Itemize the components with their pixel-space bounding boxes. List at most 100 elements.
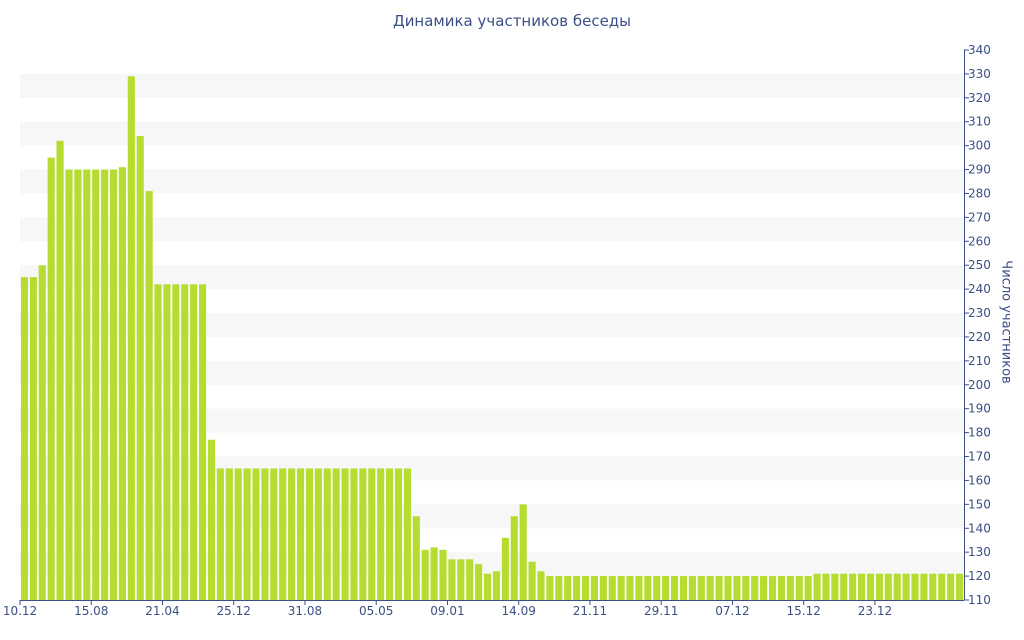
- bar: [154, 284, 162, 600]
- grid-band: [20, 169, 964, 194]
- y-tick-label: 310: [968, 115, 991, 129]
- bar: [475, 564, 483, 600]
- bar: [929, 573, 937, 600]
- bar: [510, 516, 518, 600]
- bar: [849, 573, 857, 600]
- x-tick-label: 09.01: [430, 604, 464, 618]
- bar: [822, 573, 830, 600]
- bar: [955, 573, 964, 600]
- bar: [83, 169, 91, 600]
- bar: [270, 468, 278, 600]
- bar: [199, 284, 207, 600]
- bar: [599, 576, 607, 600]
- bar: [296, 468, 305, 600]
- bar: [243, 468, 251, 600]
- bar: [626, 576, 634, 600]
- bar: [403, 468, 411, 600]
- bar: [386, 468, 394, 600]
- bar: [29, 277, 37, 600]
- bar: [706, 576, 714, 600]
- bar: [768, 576, 777, 600]
- bar: [457, 559, 465, 600]
- bar: [813, 573, 821, 600]
- bar: [56, 140, 64, 600]
- bar: [840, 573, 848, 600]
- bar: [323, 468, 331, 600]
- bar: [483, 573, 492, 600]
- bar: [65, 169, 73, 600]
- bar: [448, 559, 456, 600]
- bar: [350, 468, 358, 600]
- x-tick-label: 31.08: [288, 604, 322, 618]
- y-tick-label: 280: [968, 186, 991, 200]
- bar: [181, 284, 189, 600]
- bar: [332, 468, 340, 600]
- bar: [715, 576, 723, 600]
- grid-band: [20, 265, 964, 290]
- bar: [893, 573, 901, 600]
- x-tick-label: 15.12: [787, 604, 821, 618]
- bar: [742, 576, 750, 600]
- bar: [136, 136, 144, 600]
- grid-band: [20, 73, 964, 98]
- bar: [866, 573, 875, 600]
- axes: 110 120 130 140 150 160 170 180 190 200 210 220 230 2…: [3, 43, 991, 618]
- y-tick-label: 290: [968, 163, 991, 177]
- bar: [47, 157, 55, 600]
- bar: [430, 547, 438, 600]
- bar: [786, 576, 794, 600]
- bar: [920, 573, 928, 600]
- bar: [492, 571, 501, 600]
- x-tick-label: 05.05: [359, 604, 393, 618]
- y-tick-label: 340: [968, 43, 991, 57]
- bar: [653, 576, 661, 600]
- bar: [341, 468, 349, 600]
- bar: [234, 468, 242, 600]
- y-tick-label: 200: [968, 378, 991, 392]
- grid-band: [20, 217, 964, 242]
- bar: [947, 573, 955, 600]
- bar: [172, 284, 180, 600]
- y-tick-label: 270: [968, 210, 991, 224]
- bar: [733, 576, 741, 600]
- bar: [573, 576, 581, 600]
- bar: [564, 576, 572, 600]
- y-tick-label: 320: [968, 91, 991, 105]
- x-tick-label: 23.12: [858, 604, 892, 618]
- bar: [831, 573, 839, 600]
- bar: [305, 468, 313, 600]
- bar: [777, 576, 785, 600]
- y-tick-label: 180: [968, 426, 991, 440]
- bar: [902, 573, 910, 600]
- bar: [858, 573, 866, 600]
- x-tick-label: 25.12: [217, 604, 251, 618]
- bar: [671, 576, 679, 600]
- y-tick-label: 300: [968, 139, 991, 153]
- bar: [581, 576, 590, 600]
- bar: [608, 576, 616, 600]
- bar: [804, 576, 812, 600]
- bar: [875, 573, 883, 600]
- y-tick-label: 330: [968, 67, 991, 81]
- y-tick-label: 190: [968, 402, 991, 416]
- grid-band: [20, 121, 964, 146]
- bar: [911, 573, 919, 600]
- bar: [466, 559, 474, 600]
- bar: [662, 576, 670, 600]
- bar: [261, 468, 269, 600]
- bar: [635, 576, 643, 600]
- bar: [724, 576, 732, 600]
- y-tick-label: 110: [968, 593, 991, 607]
- bar: [109, 169, 118, 600]
- chart-title: Динамика участников беседы: [392, 12, 632, 30]
- bar: [760, 576, 768, 600]
- grid-band: [20, 360, 964, 385]
- x-tick-label: 14.09: [502, 604, 536, 618]
- grid-bands: [20, 73, 964, 577]
- bar: [394, 468, 403, 600]
- bar: [679, 576, 688, 600]
- bar: [590, 576, 598, 600]
- bar: [795, 576, 803, 600]
- bar: [555, 576, 563, 600]
